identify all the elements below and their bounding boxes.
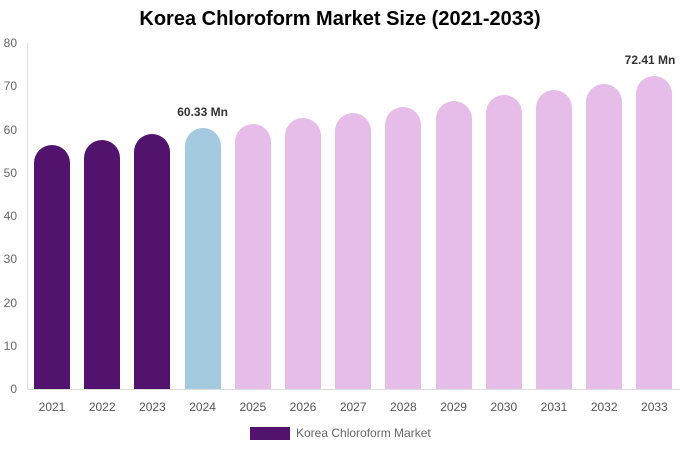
legend: Korea Chloroform Market: [250, 426, 431, 440]
bar-2028[interactable]: [385, 107, 422, 389]
y-tick-label: 60: [3, 122, 17, 137]
bar-2021[interactable]: [34, 145, 70, 389]
x-tick-label: 2024: [189, 400, 216, 414]
legend-label: Korea Chloroform Market: [296, 426, 431, 440]
bar-2024[interactable]: [184, 128, 221, 389]
y-tick-label: 0: [10, 382, 17, 396]
bar-2033[interactable]: [636, 75, 673, 389]
x-tick-label: 2033: [641, 400, 668, 414]
x-tick-label: 2022: [88, 400, 116, 414]
data-label: 72.41 Mn: [624, 52, 676, 67]
bar-2023[interactable]: [134, 133, 171, 389]
bar-2030[interactable]: [485, 94, 522, 389]
x-tick-label: 2030: [490, 400, 518, 414]
legend-swatch: [250, 426, 290, 440]
bar-2029[interactable]: [435, 100, 472, 389]
y-tick-label: 80: [3, 36, 17, 50]
x-tick-label: 2029: [440, 400, 467, 414]
x-tick-label: 2025: [239, 400, 267, 414]
bar-2027[interactable]: [335, 113, 372, 389]
chart-title: Korea Chloroform Market Size (2021-2033): [139, 8, 541, 30]
bar-2025[interactable]: [234, 123, 271, 389]
y-tick-label: 30: [3, 252, 17, 267]
x-axis-line: [27, 389, 680, 390]
y-axis-line: [27, 43, 28, 389]
x-tick-label: 2021: [38, 400, 66, 414]
bar-2032[interactable]: [586, 84, 623, 389]
y-tick-label: 70: [3, 79, 17, 94]
y-tick-label: 50: [3, 165, 17, 180]
bar-2026[interactable]: [285, 117, 321, 389]
y-tick-label: 10: [3, 338, 17, 353]
bar-2022[interactable]: [84, 139, 121, 389]
bar-2031[interactable]: [536, 90, 572, 389]
y-tick-label: 40: [3, 209, 17, 223]
x-tick-label: 2026: [289, 400, 317, 414]
data-label: 60.33 Mn: [177, 105, 228, 120]
x-tick-label: 2023: [139, 400, 166, 414]
x-tick-label: 2031: [540, 400, 568, 414]
x-tick-label: 2028: [390, 400, 417, 414]
y-tick-label: 20: [3, 295, 17, 310]
x-tick-label: 2032: [590, 400, 618, 414]
x-tick-label: 2027: [339, 400, 367, 414]
